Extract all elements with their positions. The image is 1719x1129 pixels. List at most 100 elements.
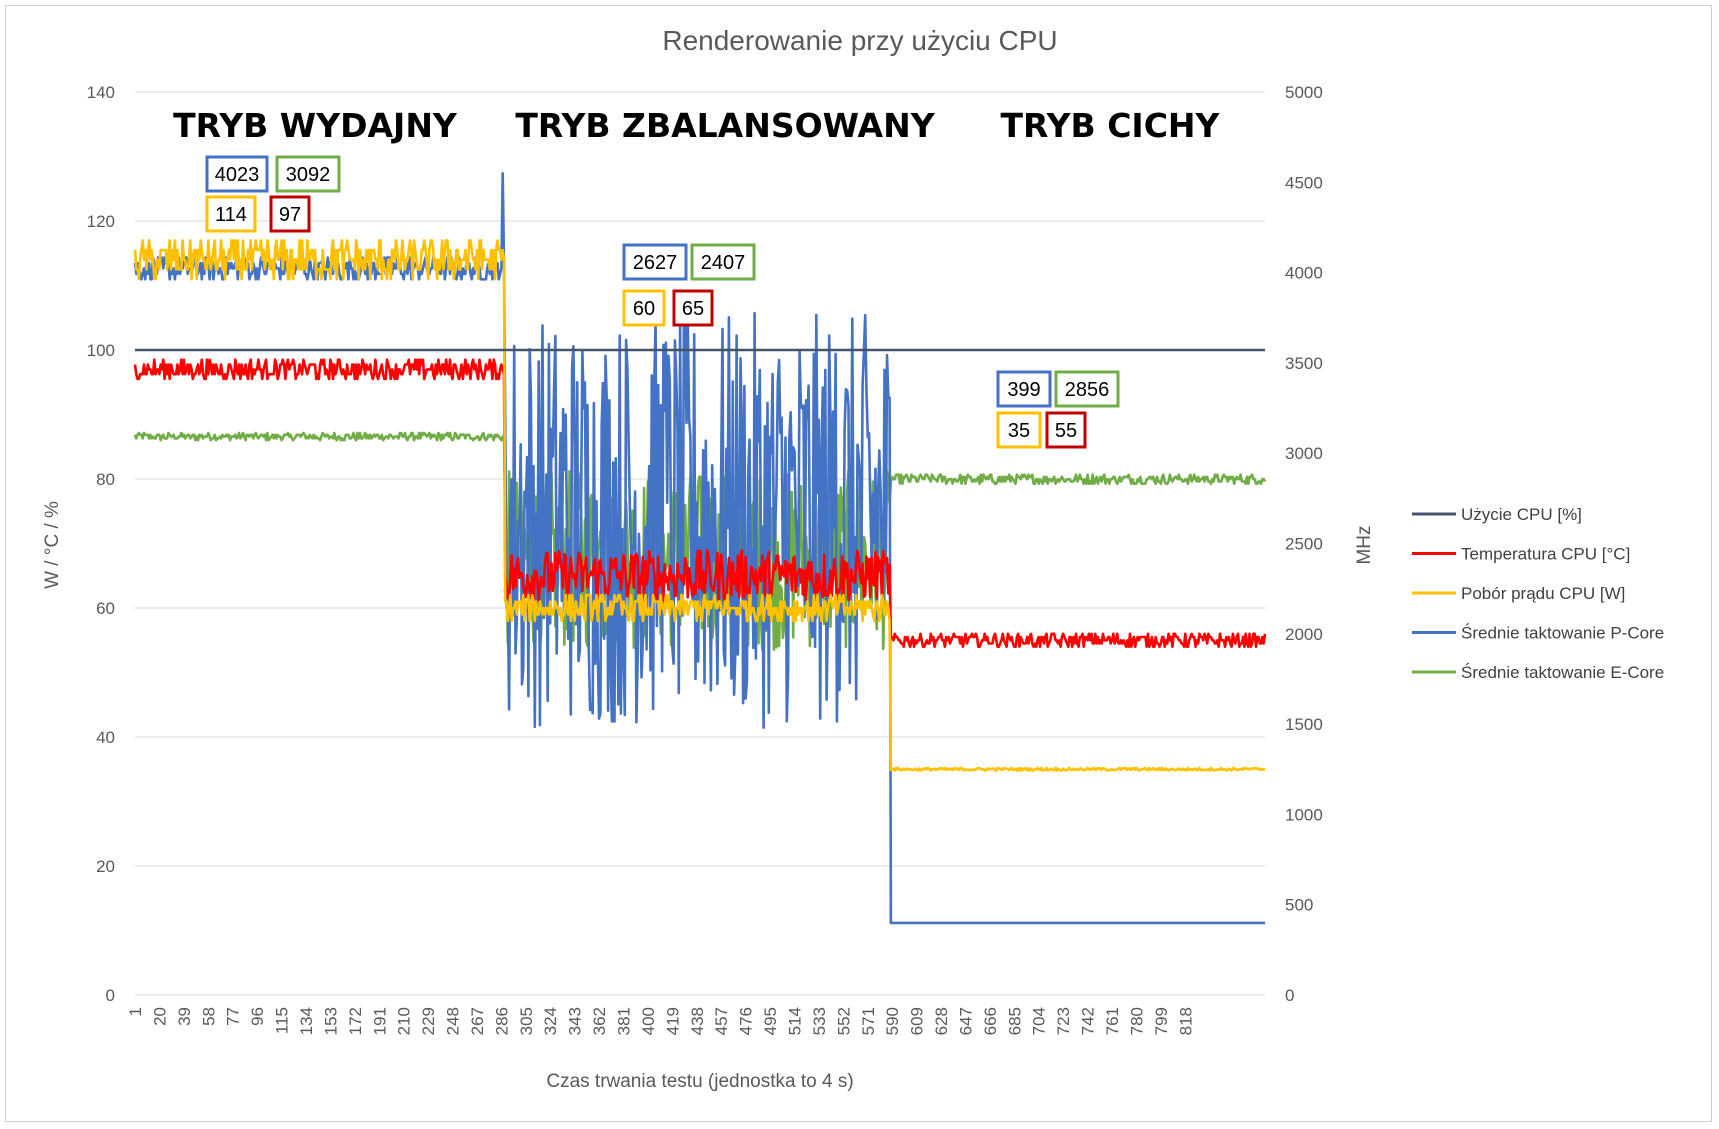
annotation-box bbox=[996, 411, 1042, 449]
annotation-box bbox=[1054, 370, 1120, 408]
x-tick: 419 bbox=[663, 1007, 682, 1035]
y-axis-right-title: MHz bbox=[1354, 525, 1375, 564]
series-line bbox=[133, 358, 1267, 648]
x-tick: 286 bbox=[492, 1007, 511, 1035]
y-tick-right: 500 bbox=[1285, 896, 1313, 915]
y-tick-left: 80 bbox=[96, 470, 115, 489]
x-tick: 96 bbox=[248, 1007, 267, 1026]
x-tick: 400 bbox=[639, 1007, 658, 1035]
y-tick-right: 4000 bbox=[1285, 264, 1323, 283]
annotation-value: 2407 bbox=[701, 252, 746, 274]
y-tick-right: 4500 bbox=[1285, 173, 1323, 192]
annotation-value: 97 bbox=[279, 204, 301, 226]
annotation-value: 65 bbox=[682, 298, 704, 320]
x-tick: 761 bbox=[1103, 1007, 1122, 1035]
legend-entry: Średnie taktowanie P-Core bbox=[1461, 624, 1664, 643]
y-axis-left-title: W / °C / % bbox=[42, 501, 63, 589]
y-tick-left: 20 bbox=[96, 857, 115, 876]
x-tick: 571 bbox=[859, 1007, 878, 1035]
x-tick: 58 bbox=[199, 1007, 218, 1026]
x-tick: 533 bbox=[810, 1007, 829, 1035]
x-tick: 1 bbox=[126, 1007, 145, 1016]
x-tick: 628 bbox=[932, 1007, 951, 1035]
annotation-value: 2627 bbox=[633, 252, 678, 274]
y-tick-left: 100 bbox=[87, 341, 115, 360]
mode-label: TRYB ZBALANSOWANY bbox=[515, 106, 935, 145]
y-tick-right: 5000 bbox=[1285, 83, 1323, 102]
annotation-value: 60 bbox=[633, 298, 655, 320]
x-tick: 742 bbox=[1079, 1007, 1098, 1035]
y-tick-left: 140 bbox=[87, 83, 115, 102]
left-axis-ticks: 0 20 40 60 80 100 120 140 bbox=[87, 83, 115, 1005]
x-tick: 343 bbox=[566, 1007, 585, 1035]
series-line bbox=[133, 431, 1267, 652]
mode-label: TRYB CICHY bbox=[1001, 106, 1221, 145]
annotation-box bbox=[205, 155, 269, 193]
x-tick: 362 bbox=[590, 1007, 609, 1035]
x-tick: 153 bbox=[321, 1007, 340, 1035]
series-line bbox=[133, 172, 1265, 925]
x-tick: 248 bbox=[444, 1007, 463, 1035]
right-axis-ticks: 0 500 1000 1500 2000 2500 3000 3500 4000 4500 5000 bbox=[1285, 83, 1323, 1005]
annotation-box bbox=[205, 195, 257, 233]
series-line bbox=[133, 239, 1266, 772]
x-tick: 609 bbox=[908, 1007, 927, 1035]
legend-entry: Użycie CPU [%] bbox=[1461, 505, 1582, 524]
annotation-box bbox=[1045, 411, 1087, 449]
annotation-box bbox=[275, 155, 341, 193]
legend-entry: Pobór prądu CPU [W] bbox=[1461, 584, 1625, 603]
x-tick: 267 bbox=[468, 1007, 487, 1035]
annotation-value: 114 bbox=[215, 204, 247, 226]
x-tick: 457 bbox=[712, 1007, 731, 1035]
annotation-box bbox=[622, 243, 688, 281]
legend-entry: Średnie taktowanie E-Core bbox=[1461, 663, 1664, 682]
x-tick: 172 bbox=[346, 1007, 365, 1035]
x-tick: 191 bbox=[370, 1007, 389, 1035]
annotation-box bbox=[269, 195, 311, 233]
y-tick-right: 1000 bbox=[1285, 805, 1323, 824]
x-tick: 647 bbox=[956, 1007, 975, 1035]
x-tick: 20 bbox=[150, 1007, 169, 1026]
legend: Użycie CPU [%] Temperatura CPU [°C] Pobór … bbox=[1412, 505, 1664, 682]
x-tick: 476 bbox=[737, 1007, 756, 1035]
y-tick-right: 1500 bbox=[1285, 715, 1323, 734]
x-tick: 552 bbox=[834, 1007, 853, 1035]
chart-frame bbox=[5, 5, 1712, 1122]
x-tick: 704 bbox=[1030, 1007, 1049, 1035]
x-tick: 590 bbox=[883, 1007, 902, 1035]
x-tick: 818 bbox=[1176, 1007, 1195, 1035]
annotation-box bbox=[672, 289, 714, 327]
annotation-box bbox=[690, 243, 756, 281]
value-annotations: 4023 3092 114 97 2627 2407 60 65 399 2856 35 55 bbox=[205, 155, 1120, 449]
annotation-box bbox=[996, 370, 1052, 408]
y-tick-left: 60 bbox=[96, 599, 115, 618]
x-tick: 210 bbox=[395, 1007, 414, 1035]
x-tick: 39 bbox=[175, 1007, 194, 1026]
x-tick: 305 bbox=[517, 1007, 536, 1035]
x-tick: 723 bbox=[1054, 1007, 1073, 1035]
y-tick-right: 2500 bbox=[1285, 535, 1323, 554]
y-tick-right: 0 bbox=[1285, 986, 1294, 1005]
x-tick: 134 bbox=[297, 1007, 316, 1035]
y-tick-right: 3000 bbox=[1285, 444, 1323, 463]
x-tick: 495 bbox=[761, 1007, 780, 1035]
y-tick-left: 40 bbox=[96, 728, 115, 747]
y-tick-right: 2000 bbox=[1285, 625, 1323, 644]
annotation-value: 399 bbox=[1007, 379, 1040, 401]
y-tick-left: 120 bbox=[87, 212, 115, 231]
x-tick: 381 bbox=[615, 1007, 634, 1035]
annotation-value: 3092 bbox=[286, 164, 331, 186]
annotation-value: 55 bbox=[1055, 420, 1077, 442]
y-tick-right: 3500 bbox=[1285, 354, 1323, 373]
x-axis-ticks: 1 20 39 58 77 96 115 134 153 172 191 210 229 248 267 28… bbox=[126, 1007, 1195, 1035]
x-tick: 780 bbox=[1127, 1007, 1146, 1035]
annotation-value: 35 bbox=[1008, 420, 1030, 442]
mode-labels: TRYB WYDAJNY TRYB ZBALANSOWANY TRYB CICHY bbox=[173, 106, 1220, 145]
x-tick: 685 bbox=[1005, 1007, 1024, 1035]
x-tick: 438 bbox=[688, 1007, 707, 1035]
chart-title: Renderowanie przy użyciu CPU bbox=[662, 25, 1057, 56]
annotation-value: 4023 bbox=[215, 164, 260, 186]
x-tick: 77 bbox=[224, 1007, 243, 1026]
annotation-box bbox=[622, 289, 666, 327]
